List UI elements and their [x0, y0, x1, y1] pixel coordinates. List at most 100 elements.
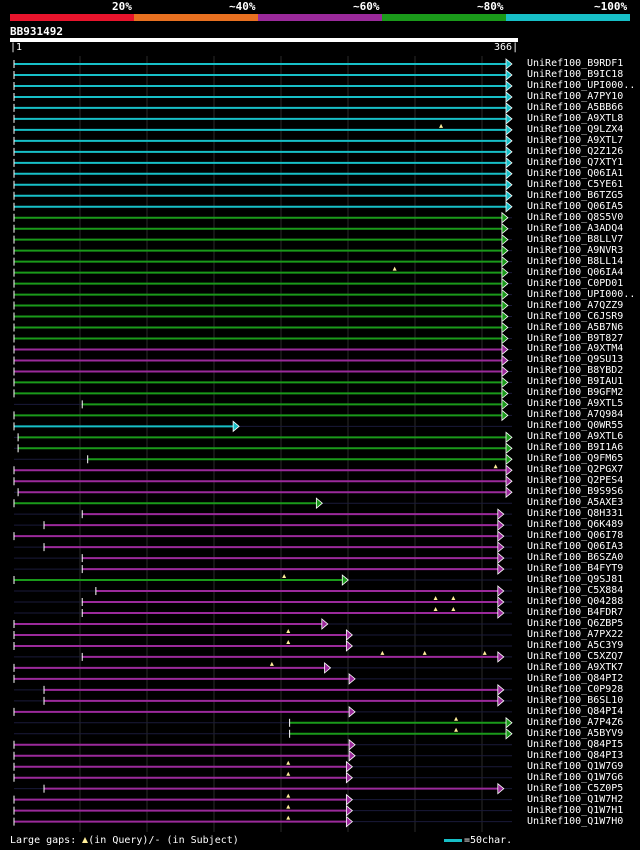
hit-label[interactable]: UniRef100_Q04288 — [527, 596, 624, 608]
hit-label[interactable]: UniRef100_A5BB66 — [527, 101, 624, 113]
hit-label[interactable]: UniRef100_C0PD01 — [527, 277, 624, 289]
hit-label[interactable]: UniRef100_Q2PGX7 — [527, 464, 624, 476]
hit-arrow-icon — [505, 91, 513, 103]
query-gap-marker-icon — [454, 727, 459, 732]
hit-label[interactable]: UniRef100_A9XTM4 — [527, 343, 624, 355]
hit-label[interactable]: UniRef100_B8LL14 — [527, 255, 624, 267]
hit-label[interactable]: UniRef100_Q6ZBP5 — [527, 617, 624, 629]
hit-arrow-icon — [505, 178, 513, 191]
hit-label[interactable]: UniRef100_Q84PI3 — [527, 749, 624, 761]
hit-label[interactable]: UniRef100_B9GFM2 — [527, 387, 624, 399]
scale-legend: =50char. — [444, 835, 512, 846]
hit-label[interactable]: UniRef100_B9IAU1 — [527, 376, 624, 388]
hit-label[interactable]: UniRef100_A9XTK7 — [527, 661, 624, 673]
hit-label[interactable]: UniRef100_Q6K489 — [527, 519, 624, 531]
hit-arrow-icon — [505, 124, 513, 136]
hit-arrow-icon — [497, 782, 505, 795]
hit-label[interactable]: UniRef100_Q06I78 — [527, 530, 624, 542]
hit-label[interactable]: UniRef100_A5BYV9 — [527, 727, 624, 739]
ruler-end-value: 366 — [494, 42, 513, 53]
hit-label[interactable]: UniRef100_Q06IA4 — [527, 266, 624, 278]
hit-label[interactable]: UniRef100_A7P4Z6 — [527, 716, 624, 728]
hit-label[interactable]: UniRef100_Q06IA1 — [527, 167, 624, 179]
footer-legend: Large gaps: (in Query)/- (in Subject) — [10, 835, 239, 846]
legend-swatch-80 — [382, 14, 506, 21]
hit-label[interactable]: UniRef100_B6SL10 — [527, 694, 624, 706]
hit-label[interactable]: UniRef100_B6TZG5 — [527, 189, 624, 201]
hit-label[interactable]: UniRef100_C5Z0P5 — [527, 782, 624, 794]
hit-arrow-icon — [348, 738, 356, 751]
hit-arrow-icon — [505, 58, 513, 70]
hit-label[interactable]: UniRef100_C5XZQ7 — [527, 650, 624, 662]
hit-arrow-icon — [505, 200, 513, 213]
hit-label[interactable]: UniRef100_UPI000.. — [527, 79, 636, 91]
query-bar — [10, 38, 518, 42]
hit-label[interactable]: UniRef100_UPI000.. — [527, 288, 636, 300]
hit-label[interactable]: UniRef100_C6JSR9 — [527, 310, 624, 322]
hit-label[interactable]: UniRef100_C5X884 — [527, 585, 624, 597]
hit-label[interactable]: UniRef100_Q8S5V0 — [527, 211, 624, 223]
footer-subject-note: (in Subject) — [160, 835, 239, 846]
hit-label[interactable]: UniRef100_A7QZZ9 — [527, 299, 624, 311]
hit-label[interactable]: UniRef100_Q9SJ81 — [527, 574, 624, 586]
hit-label[interactable]: UniRef100_A5C3Y9 — [527, 639, 624, 651]
hit-label[interactable]: UniRef100_A9XTL5 — [527, 398, 624, 410]
hit-label[interactable]: UniRef100_Q1W7H1 — [527, 804, 624, 816]
hit-label[interactable]: UniRef100_Q2Z126 — [527, 145, 624, 157]
hit-label[interactable]: UniRef100_Q1W7H2 — [527, 793, 624, 805]
query-gap-marker-icon — [286, 815, 291, 820]
hit-arrow-icon — [341, 574, 349, 586]
footer-prefix: Large gaps: — [10, 835, 83, 846]
hit-arrow-icon — [348, 705, 356, 718]
hit-label[interactable]: UniRef100_Q84PI4 — [527, 705, 624, 717]
hit-label[interactable]: UniRef100_Q1W7G6 — [527, 771, 624, 783]
hit-label[interactable]: UniRef100_Q9FM65 — [527, 453, 624, 465]
hit-label[interactable]: UniRef100_Q06IA5 — [527, 200, 624, 212]
hit-label[interactable]: UniRef100_A5AXE3 — [527, 497, 624, 509]
hit-label[interactable]: UniRef100_A9XTL8 — [527, 112, 624, 124]
hit-label[interactable]: UniRef100_Q7XTY1 — [527, 156, 624, 168]
hit-label[interactable]: UniRef100_B9IC18 — [527, 68, 624, 80]
hit-label[interactable]: UniRef100_Q06IA3 — [527, 541, 624, 553]
hit-label[interactable]: UniRef100_C5YE61 — [527, 178, 624, 190]
hit-label[interactable]: UniRef100_A9NVR3 — [527, 244, 624, 256]
query-gap-marker-icon — [286, 628, 291, 633]
hit-arrow-icon — [497, 563, 505, 575]
hit-label[interactable]: UniRef100_B9RDF1 — [527, 58, 624, 69]
hit-label[interactable]: UniRef100_B9I1A6 — [527, 442, 624, 454]
hit-label[interactable]: UniRef100_A9XTL6 — [527, 431, 624, 443]
hit-label[interactable]: UniRef100_Q0WR55 — [527, 420, 624, 432]
hit-label[interactable]: UniRef100_A3ADQ4 — [527, 222, 624, 234]
hit-label[interactable]: UniRef100_B8YBD2 — [527, 365, 624, 377]
hit-label[interactable]: UniRef100_A7PY10 — [527, 90, 624, 102]
hit-label[interactable]: UniRef100_C0P928 — [527, 683, 624, 695]
hit-label[interactable]: UniRef100_B9T827 — [527, 332, 624, 344]
legend-label-40: ~40% — [229, 0, 256, 13]
hit-label[interactable]: UniRef100_Q2PES4 — [527, 475, 624, 487]
hit-label[interactable]: UniRef100_B4FDR7 — [527, 607, 624, 618]
legend-label-20: 20% — [112, 0, 132, 13]
hit-label[interactable]: UniRef100_B6SZA0 — [527, 552, 624, 564]
hit-label[interactable]: UniRef100_A7Q984 — [527, 409, 624, 421]
hit-label[interactable]: UniRef100_A5B7N6 — [527, 321, 624, 333]
hit-label[interactable]: UniRef100_Q84PI5 — [527, 738, 624, 750]
hit-arrow-icon — [505, 156, 513, 169]
hit-label[interactable]: UniRef100_Q9LZX4 — [527, 123, 624, 135]
hit-label[interactable]: UniRef100_Q9SU13 — [527, 354, 624, 366]
footer-dash: - — [154, 835, 161, 846]
hit-arrow-icon — [505, 486, 513, 499]
hit-arrow-icon — [345, 640, 353, 652]
hit-label[interactable]: UniRef100_A9XTL7 — [527, 134, 624, 146]
hit-label[interactable]: UniRef100_B8LLV7 — [527, 233, 624, 245]
hit-arrow-icon — [501, 365, 509, 378]
hit-arrow-icon — [505, 475, 513, 488]
hit-label[interactable]: UniRef100_B4FYT9 — [527, 563, 624, 575]
hit-label[interactable]: UniRef100_Q8H331 — [527, 508, 624, 520]
hit-label[interactable]: UniRef100_B9S9S6 — [527, 486, 624, 498]
hit-label[interactable]: UniRef100_Q1W7G9 — [527, 760, 624, 772]
hit-arrow-icon — [505, 167, 513, 180]
hit-label[interactable]: UniRef100_Q84PI2 — [527, 672, 624, 684]
hit-label[interactable]: UniRef100_Q1W7H0 — [527, 815, 624, 827]
hit-label[interactable]: UniRef100_A7PX22 — [527, 628, 624, 640]
